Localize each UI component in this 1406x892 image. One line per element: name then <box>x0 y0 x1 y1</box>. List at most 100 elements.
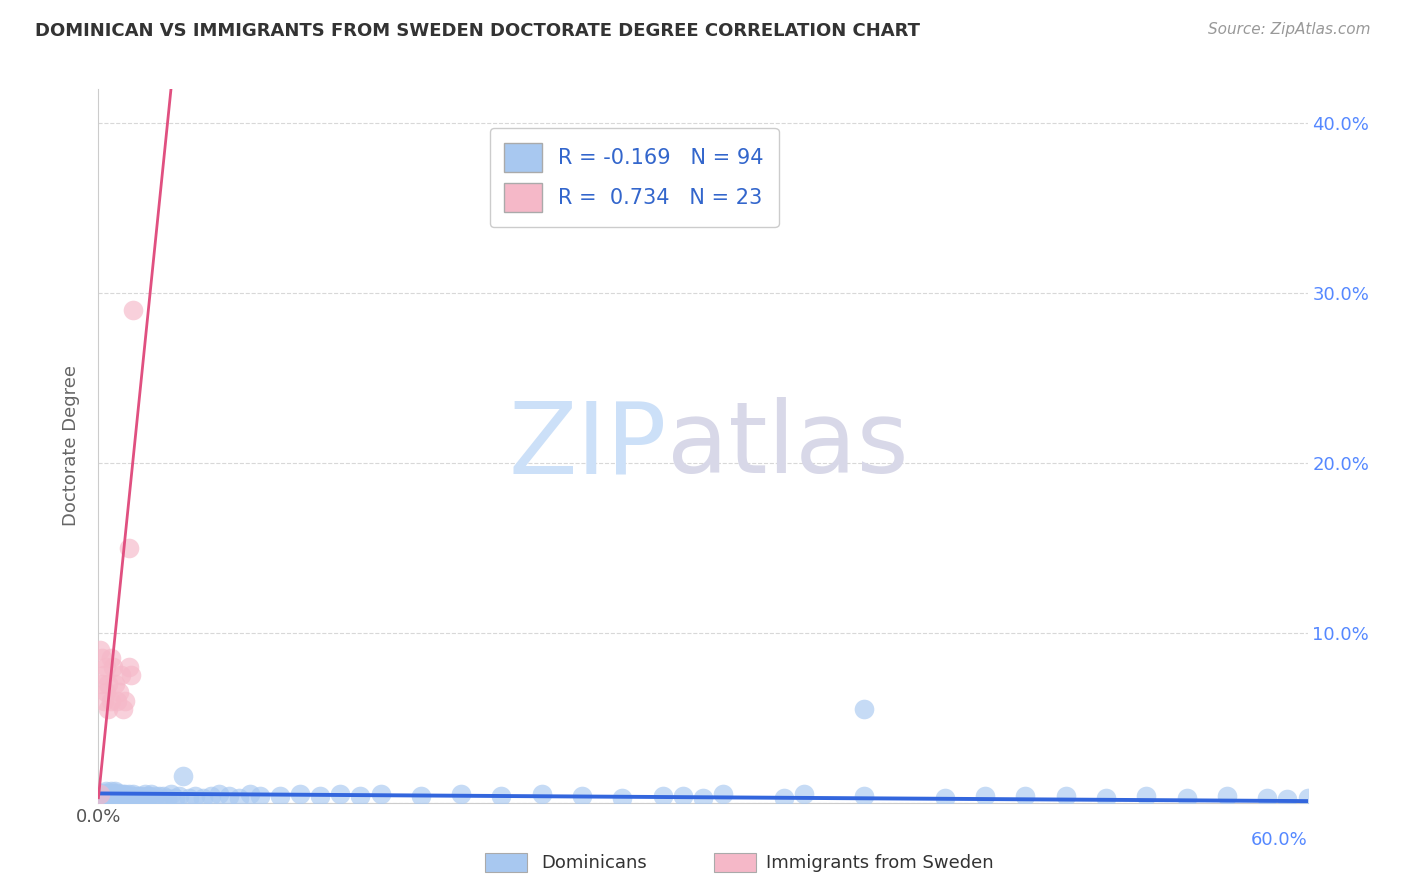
Point <box>672 789 695 803</box>
Point <box>118 790 141 805</box>
Point <box>934 790 956 805</box>
Point <box>115 789 138 803</box>
Point <box>89 789 111 803</box>
Point <box>110 790 132 805</box>
Point <box>96 685 118 699</box>
Point <box>96 660 118 674</box>
Point <box>101 792 124 806</box>
Point <box>156 790 179 805</box>
Point <box>100 787 122 801</box>
Point <box>107 787 129 801</box>
Point <box>143 789 166 803</box>
Point <box>128 789 150 803</box>
Point <box>93 792 115 806</box>
Point <box>101 789 124 803</box>
Point <box>111 702 134 716</box>
Text: atlas: atlas <box>666 398 908 494</box>
Y-axis label: Doctorate Degree: Doctorate Degree <box>62 366 80 526</box>
Point <box>121 787 143 801</box>
Point <box>160 787 183 801</box>
Point <box>370 787 392 801</box>
Text: 60.0%: 60.0% <box>1251 830 1308 848</box>
Point <box>228 790 250 805</box>
Point <box>100 784 122 798</box>
Point <box>571 789 593 803</box>
Point <box>89 787 111 801</box>
Point <box>132 790 155 805</box>
Point <box>100 790 122 805</box>
Point <box>218 789 240 803</box>
Point <box>530 787 553 801</box>
Point <box>208 787 231 801</box>
Point <box>103 784 125 798</box>
Point <box>239 787 262 801</box>
Point <box>91 790 114 805</box>
Point <box>651 789 673 803</box>
Point <box>309 789 332 803</box>
Point <box>1216 789 1239 803</box>
Point <box>491 789 513 803</box>
Point <box>138 789 160 803</box>
Point <box>101 786 124 800</box>
Point <box>118 787 141 801</box>
Point <box>200 789 222 803</box>
Text: Dominicans: Dominicans <box>541 855 647 872</box>
Point <box>134 787 156 801</box>
Point <box>349 789 371 803</box>
Point <box>93 789 115 803</box>
Text: Immigrants from Sweden: Immigrants from Sweden <box>766 855 994 872</box>
Point <box>103 790 125 805</box>
Point <box>135 789 157 803</box>
Point <box>163 790 186 805</box>
Point <box>93 786 115 800</box>
Point <box>288 787 311 801</box>
Point <box>103 787 125 801</box>
Point <box>124 790 146 805</box>
Point <box>105 789 128 803</box>
Point <box>1054 789 1077 803</box>
Point <box>97 702 120 716</box>
Point <box>148 789 170 803</box>
Point <box>100 651 122 665</box>
Point <box>120 789 142 803</box>
Point <box>118 660 141 674</box>
Point <box>167 789 190 803</box>
Point <box>179 790 201 805</box>
Point <box>1296 790 1319 805</box>
Point <box>772 790 794 805</box>
Point <box>96 784 118 798</box>
Point <box>1277 792 1299 806</box>
Point <box>111 790 134 805</box>
Point <box>450 787 472 801</box>
Point <box>129 789 152 803</box>
Point <box>105 694 128 708</box>
Point <box>97 789 120 803</box>
Point <box>193 790 215 805</box>
Point <box>107 685 129 699</box>
Point <box>118 541 141 555</box>
Point <box>100 694 122 708</box>
Text: DOMINICAN VS IMMIGRANTS FROM SWEDEN DOCTORATE DEGREE CORRELATION CHART: DOMINICAN VS IMMIGRANTS FROM SWEDEN DOCT… <box>35 22 920 40</box>
Point <box>110 668 132 682</box>
Point <box>93 694 115 708</box>
Point <box>120 668 142 682</box>
Legend: R = -0.169   N = 94, R =  0.734   N = 23: R = -0.169 N = 94, R = 0.734 N = 23 <box>489 128 779 227</box>
Point <box>125 789 148 803</box>
Text: Source: ZipAtlas.com: Source: ZipAtlas.com <box>1208 22 1371 37</box>
Point <box>91 787 114 801</box>
Point <box>1014 789 1036 803</box>
Point <box>103 677 125 691</box>
Point <box>1095 790 1118 805</box>
Point <box>107 790 129 805</box>
Point <box>121 303 143 318</box>
Point <box>184 789 207 803</box>
Point <box>96 790 118 805</box>
Point <box>269 789 291 803</box>
Point <box>974 789 997 803</box>
Point <box>96 787 118 801</box>
Point <box>711 787 734 801</box>
Point <box>853 789 876 803</box>
Point <box>89 643 111 657</box>
Point <box>110 787 132 801</box>
Point <box>111 787 134 801</box>
